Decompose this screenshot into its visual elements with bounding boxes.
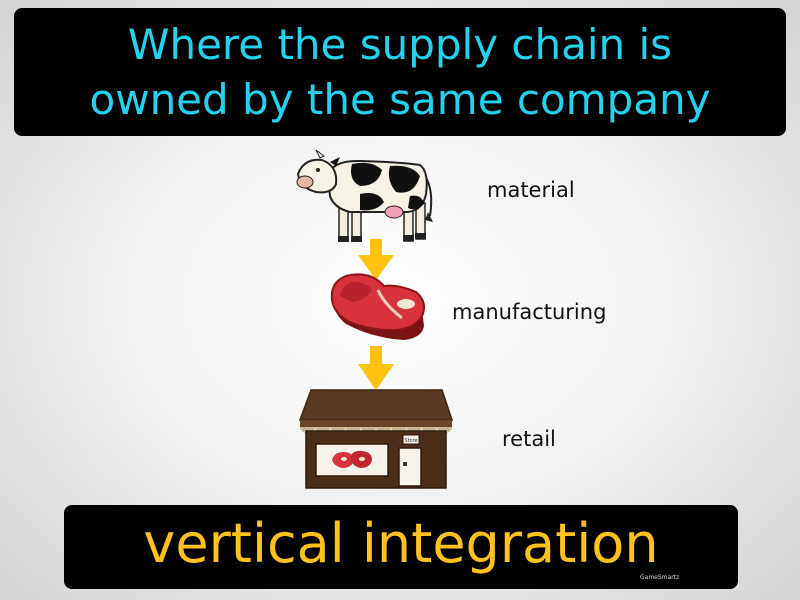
steak-icon (330, 273, 425, 340)
arrow-down-icon (358, 239, 394, 280)
shop-sign-text: Store (404, 438, 417, 444)
definition-line-1: Where the supply chain is (127, 20, 673, 69)
brand-watermark: GameSmartz (640, 574, 680, 581)
storefront-icon: Store (298, 389, 454, 489)
definition-line-2: owned by the same company (89, 75, 711, 124)
stage-label-manufacturing: manufacturing (452, 300, 607, 324)
term-box: vertical integration (64, 505, 738, 589)
stage-label-retail: retail (502, 427, 556, 451)
arrow-down-icon (358, 346, 394, 390)
cow-icon (296, 149, 433, 242)
definition-box: Where the supply chain is owned by the s… (14, 8, 786, 136)
stage-label-material: material (487, 178, 575, 202)
term-text: vertical integration (143, 512, 659, 575)
